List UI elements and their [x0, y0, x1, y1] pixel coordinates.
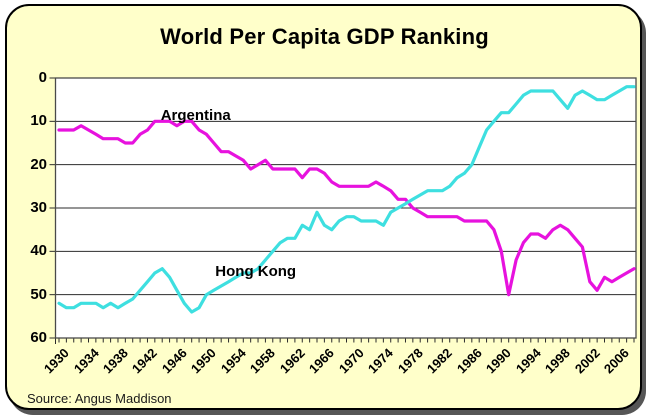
y-tick-label: 10 — [30, 112, 47, 130]
source-note: Source: Angus Maddison — [27, 391, 172, 406]
y-tick-label: 50 — [30, 285, 47, 303]
chart-title: World Per Capita GDP Ranking — [160, 24, 489, 49]
y-tick-label: 20 — [30, 155, 47, 173]
y-tick-label: 40 — [30, 242, 47, 260]
hong-kong-line — [57, 85, 636, 314]
argentina-line — [57, 119, 636, 297]
argentina-series-label: Argentina — [160, 107, 231, 125]
plot-border — [54, 77, 637, 339]
y-tick-label: 30 — [30, 199, 47, 216]
y-tick-label: 0 — [38, 69, 47, 86]
y-tick-label: 60 — [30, 329, 47, 346]
hong-kong-series-label: Hong Kong — [215, 262, 297, 280]
